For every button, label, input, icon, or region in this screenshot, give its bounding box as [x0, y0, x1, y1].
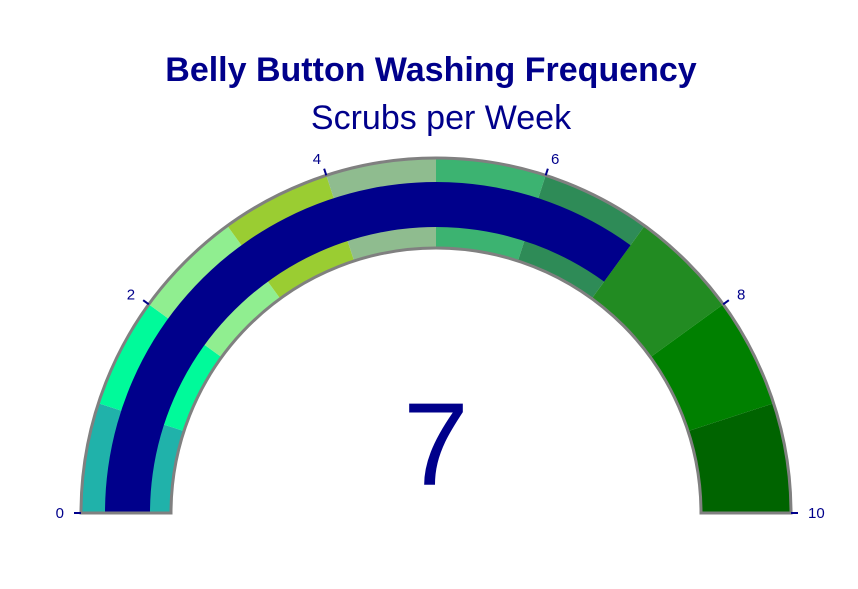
gauge-tick-label: 10 — [808, 505, 825, 522]
gauge-value: 7 — [403, 379, 469, 511]
gauge-tick-mark — [323, 168, 328, 176]
gauge-tick-mark — [544, 168, 549, 176]
chart-title: Belly Button Washing Frequency — [165, 51, 697, 89]
gauge-tick-label: 0 — [56, 505, 64, 522]
gauge-tick-label: 2 — [127, 286, 135, 303]
gauge-step-9 — [688, 403, 791, 513]
gauge-tick-label: 6 — [551, 151, 559, 168]
gauge-ticks: 0 2 4 6 8 10 — [56, 151, 825, 522]
gauge-bar-group — [105, 182, 631, 514]
gauge-border — [79, 156, 793, 515]
gauge-tick-mark — [142, 299, 150, 306]
gauge-border-group — [79, 156, 793, 515]
gauge-tick-mark — [722, 299, 730, 306]
gauge-value-bar — [105, 182, 631, 514]
gauge-tick-label: 4 — [313, 151, 321, 168]
gauge-tick-label: 8 — [737, 286, 745, 303]
gauge-step-7 — [591, 225, 724, 358]
chart-subtitle: Scrubs per Week — [311, 99, 572, 137]
